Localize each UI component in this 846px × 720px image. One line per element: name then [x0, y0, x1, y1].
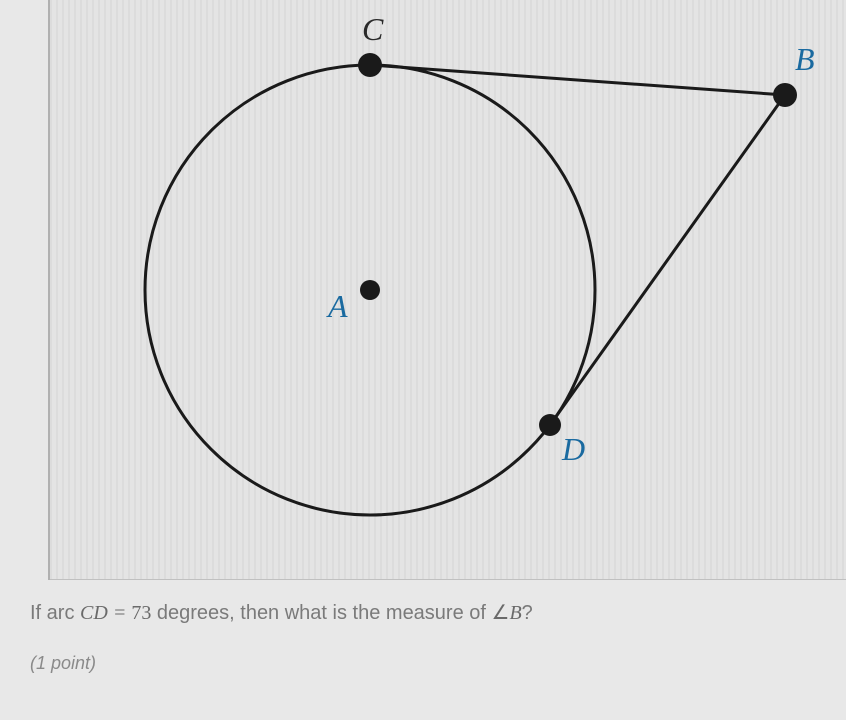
label-a: A — [328, 288, 348, 325]
q-arc-value: 73 — [131, 602, 151, 624]
line-bd — [550, 95, 785, 425]
q-prefix: If arc — [30, 602, 80, 624]
q-mid: degrees, then what is the measure of — [151, 602, 491, 624]
label-c: C — [362, 11, 383, 48]
question-area: If arc CD = 73 degrees, then what is the… — [30, 600, 810, 674]
geometry-diagram — [50, 0, 846, 580]
point-a — [360, 280, 380, 300]
point-c — [358, 53, 382, 77]
point-b — [773, 83, 797, 107]
q-arc-name: CD — [80, 602, 108, 624]
question-text: If arc CD = 73 degrees, then what is the… — [30, 600, 810, 625]
q-equals: = — [108, 602, 132, 624]
q-angle-symbol: ∠ — [492, 602, 510, 624]
point-d — [539, 414, 561, 436]
label-d: D — [562, 431, 585, 468]
label-b: B — [795, 41, 815, 78]
q-angle-name: B — [509, 602, 521, 624]
points-label: (1 point) — [30, 653, 810, 674]
line-cb — [370, 65, 785, 95]
q-suffix: ? — [522, 602, 533, 624]
